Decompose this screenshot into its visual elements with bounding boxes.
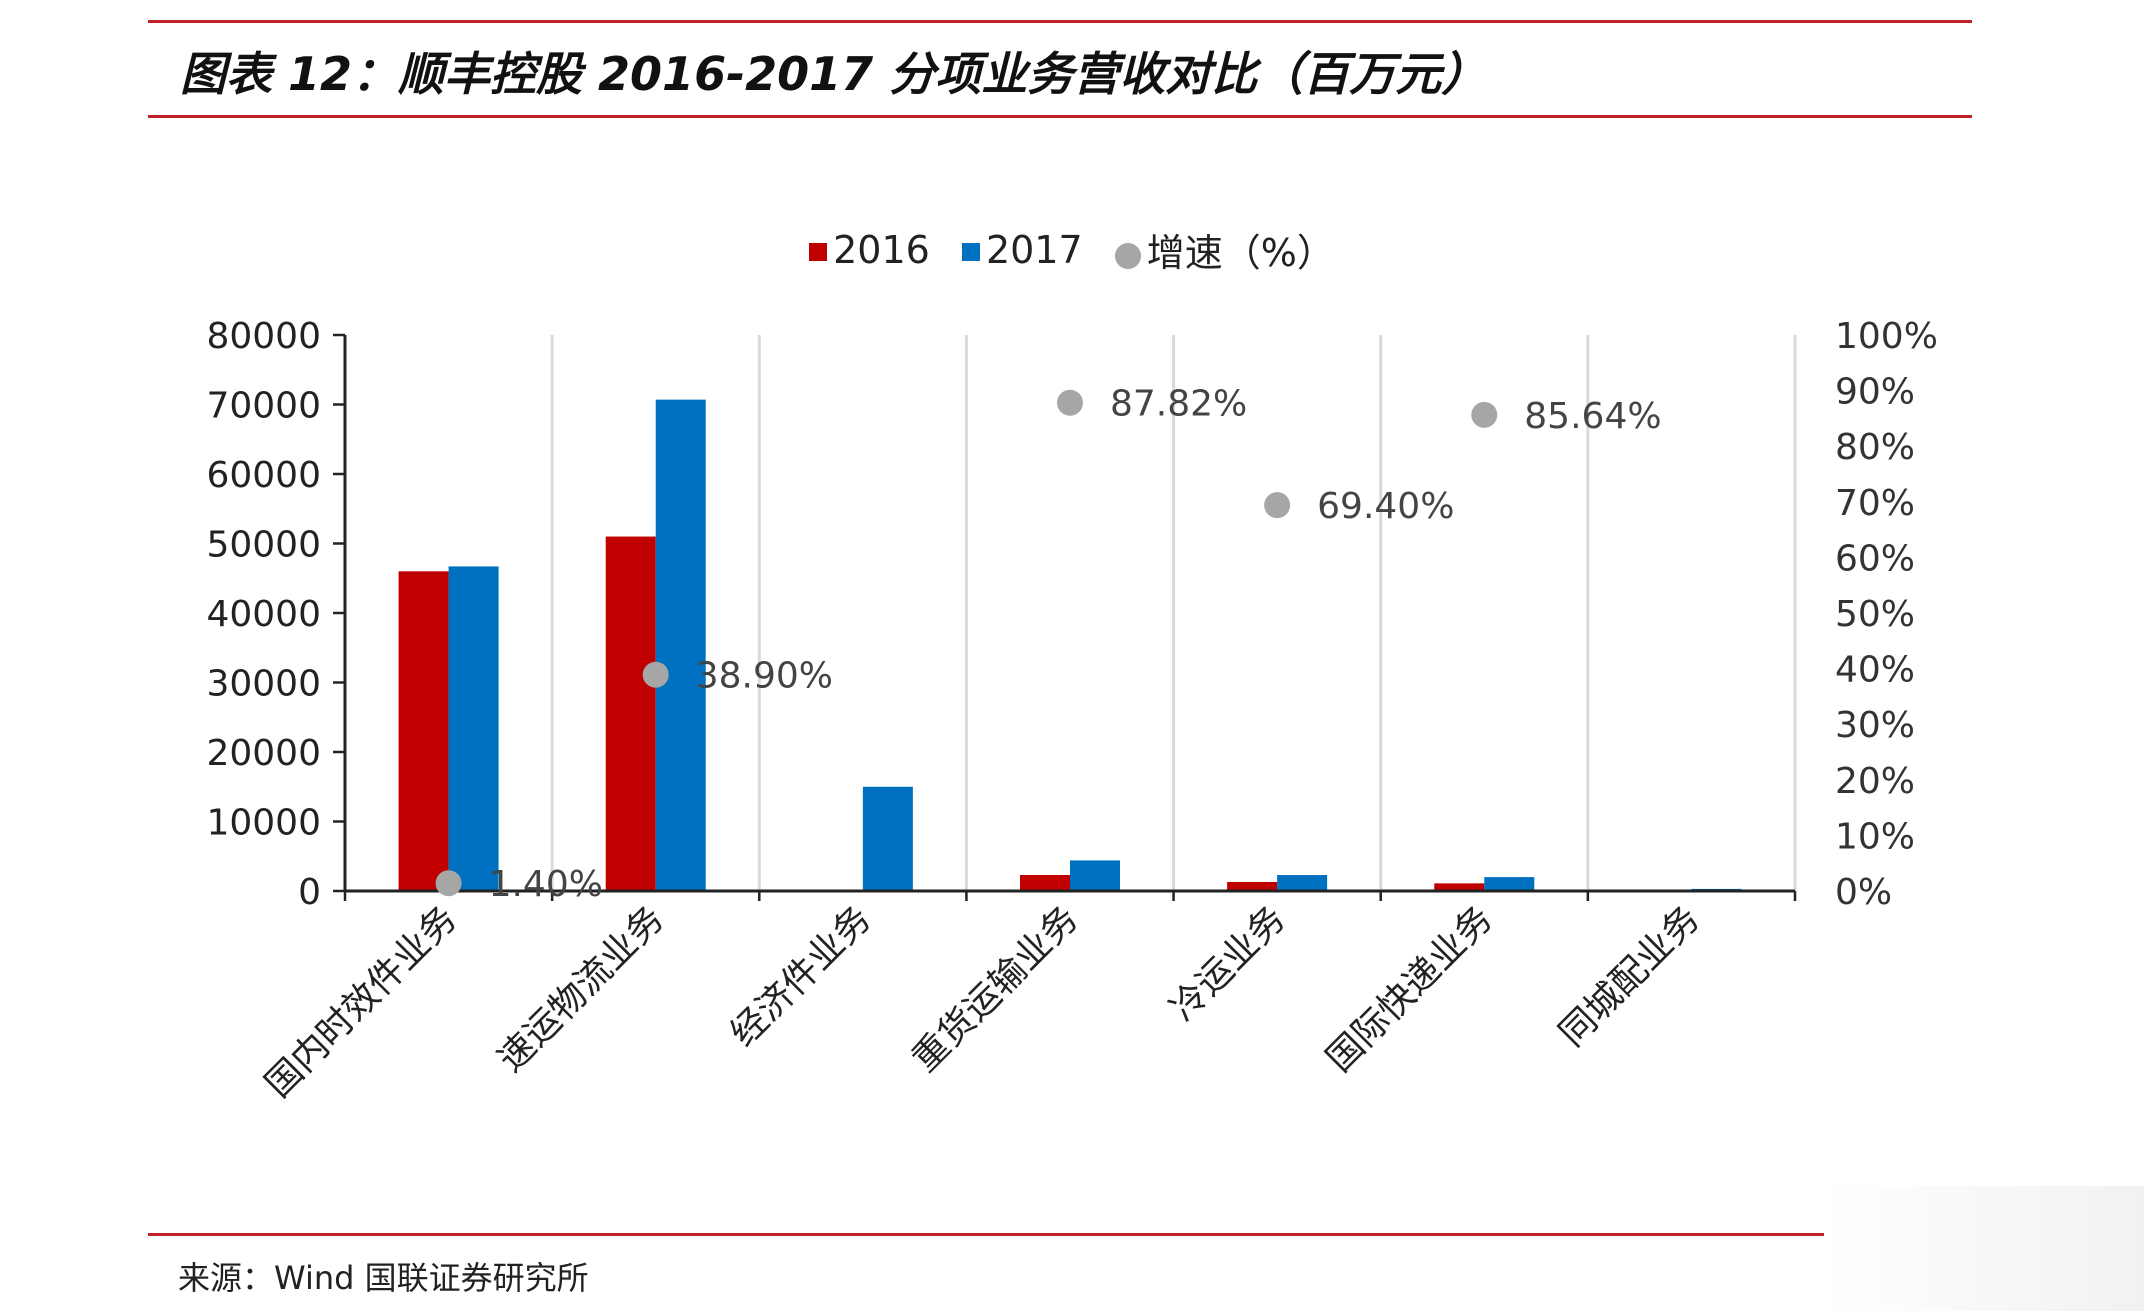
y-left-tick-label: 70000 xyxy=(206,386,321,427)
bar-2017 xyxy=(1070,860,1120,891)
growth-data-label: 38.90% xyxy=(696,656,833,697)
y-left-tick-label: 40000 xyxy=(206,594,321,635)
y-left-tick-label: 50000 xyxy=(206,525,321,566)
y-right-tick-label: 80% xyxy=(1835,427,1915,468)
y-right-tick-label: 100% xyxy=(1835,316,1938,357)
y-right-tick-label: 50% xyxy=(1835,594,1915,635)
growth-point xyxy=(435,870,462,897)
figure-title: 图表 12：顺丰控股 2016-2017 分项业务营收对比（百万元） xyxy=(180,47,1488,101)
x-category-label: 国内时效件业务 xyxy=(258,898,465,1105)
growth-data-label: 69.40% xyxy=(1317,486,1454,527)
y-left-tick-label: 80000 xyxy=(206,316,321,357)
legend-label-2017: 2017 xyxy=(985,227,1083,272)
legend-marker-growth xyxy=(1114,242,1141,269)
page-corner-shade xyxy=(1824,1186,2144,1311)
y-right-tick-label: 30% xyxy=(1835,705,1915,746)
y-right-tick-label: 90% xyxy=(1835,372,1915,413)
title-rule xyxy=(148,115,1972,118)
x-category-label: 国际快递业务 xyxy=(1319,898,1501,1080)
y-left-tick-label: 10000 xyxy=(206,803,321,844)
bar-2017 xyxy=(862,786,913,891)
growth-data-label: 87.82% xyxy=(1110,384,1247,425)
bar-2016 xyxy=(1227,881,1278,891)
growth-point xyxy=(1057,389,1083,416)
x-category-label: 速运物流业务 xyxy=(490,898,672,1080)
legend-swatch-2017 xyxy=(961,243,980,261)
y-right-tick-label: 60% xyxy=(1835,538,1915,579)
y-right-tick-label: 10% xyxy=(1835,816,1915,857)
y-left-tick-label: 30000 xyxy=(206,664,321,705)
x-category-label: 重货运输业务 xyxy=(905,898,1087,1080)
y-left-tick-label: 20000 xyxy=(206,733,321,774)
bar-2016 xyxy=(1434,883,1485,891)
bottom-rule xyxy=(148,1233,1972,1236)
growth-point xyxy=(1264,492,1291,519)
y-right-tick-label: 40% xyxy=(1835,650,1915,691)
x-category-label: 同城配业务 xyxy=(1552,898,1708,1054)
x-category-label: 冷运业务 xyxy=(1163,898,1294,1029)
legend-item-2016: 2016 xyxy=(809,228,930,272)
bar-2017 xyxy=(1277,875,1328,891)
legend-label-2016: 2016 xyxy=(833,227,930,272)
legend-item-growth: 增速（%） xyxy=(1114,222,1335,277)
growth-data-label: 85.64% xyxy=(1524,396,1661,437)
growth-point xyxy=(642,661,669,688)
y-right-tick-label: 70% xyxy=(1835,483,1915,524)
y-right-tick-label: 0% xyxy=(1835,872,1892,913)
y-right-tick-label: 20% xyxy=(1835,761,1915,802)
growth-point xyxy=(1471,401,1498,428)
bar-2016 xyxy=(398,571,449,891)
bar-2017 xyxy=(448,566,499,891)
legend-item-2017: 2017 xyxy=(961,227,1083,272)
top-rule xyxy=(148,20,1972,23)
y-left-tick-label: 60000 xyxy=(206,455,321,496)
legend-swatch-2016 xyxy=(809,243,828,261)
legend-label-growth: 增速（%） xyxy=(1146,231,1335,275)
bar-2017 xyxy=(1484,877,1535,891)
growth-data-label: 1.40% xyxy=(489,864,603,905)
source-note: 来源：Wind 国联证券研究所 xyxy=(178,1259,589,1297)
legend: 2016 2017 增速（%） xyxy=(0,222,2144,277)
bar-2016 xyxy=(605,536,656,891)
bar-2016 xyxy=(1020,875,1070,891)
bar-2017 xyxy=(655,399,706,891)
y-left-tick-label: 0 xyxy=(298,872,321,913)
x-category-label: 经济件业务 xyxy=(723,898,879,1054)
